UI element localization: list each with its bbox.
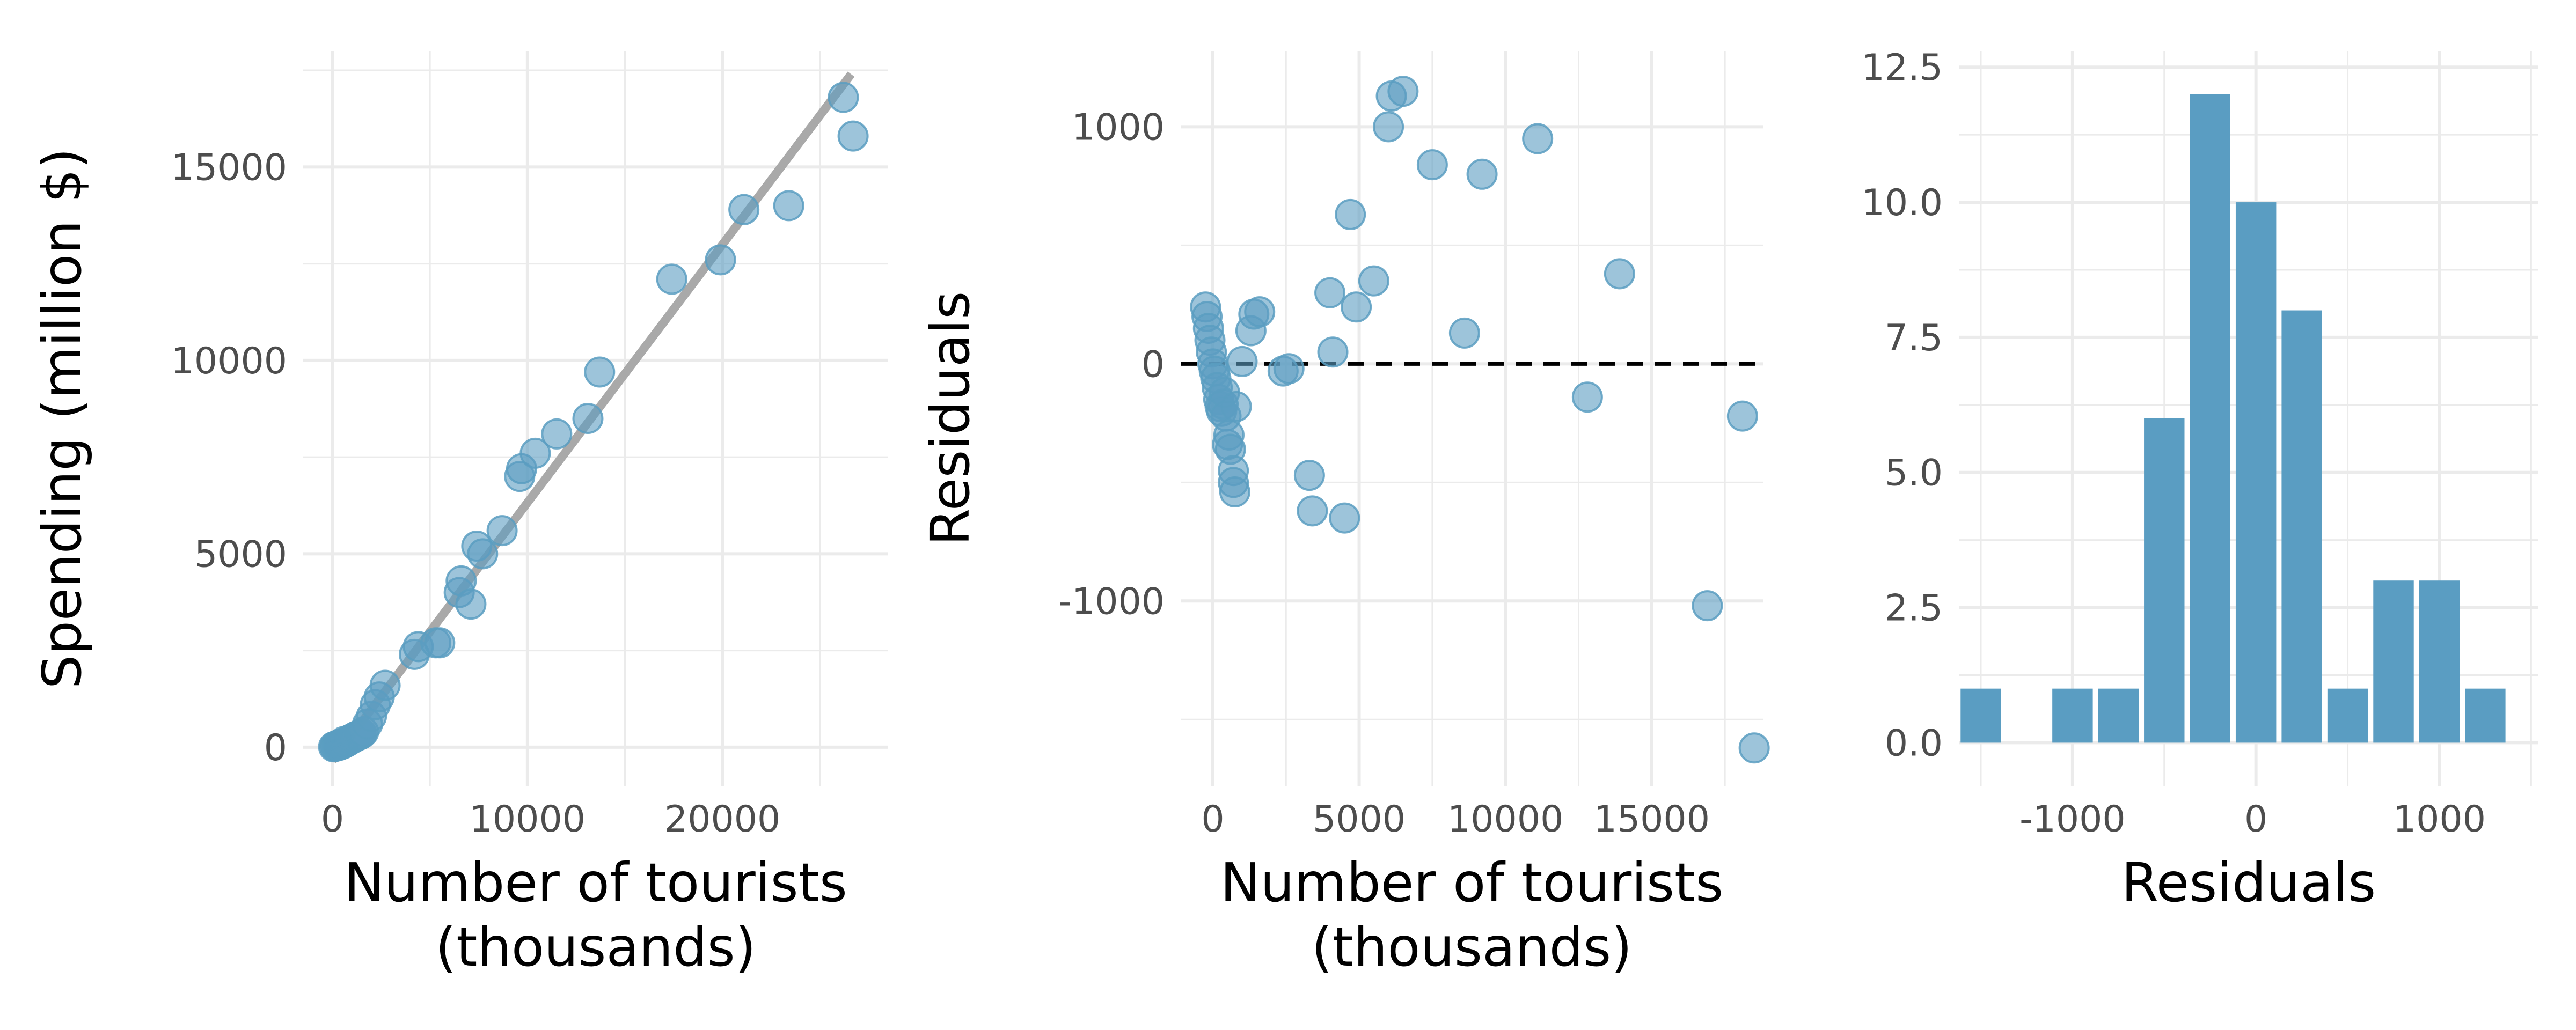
scatter-spending-panel: 0 10000 20000 0 5000 10000 15000 Number of tour… bbox=[31, 51, 888, 979]
data-point bbox=[1314, 277, 1346, 308]
y-tick-label: 1000 bbox=[1072, 106, 1165, 149]
x-tick-label: 0 bbox=[1201, 798, 1224, 841]
data-point bbox=[572, 403, 604, 434]
y-tick-label: 0 bbox=[264, 727, 287, 769]
data-point bbox=[705, 244, 736, 276]
data-point bbox=[1692, 590, 1723, 622]
data-point bbox=[773, 190, 804, 222]
x-axis-title: Residuals bbox=[2121, 851, 2376, 914]
data-point bbox=[1297, 495, 1328, 527]
data-point bbox=[541, 418, 573, 450]
data-point bbox=[1244, 296, 1276, 328]
x-tick-label: 1000 bbox=[2393, 798, 2486, 841]
data-point bbox=[656, 263, 687, 295]
histogram-bar bbox=[2465, 688, 2506, 743]
y-axis-title: Residuals bbox=[919, 291, 982, 546]
data-point bbox=[369, 670, 401, 701]
x-axis-title: Number of tourists bbox=[344, 851, 847, 914]
histogram-bar bbox=[2327, 688, 2368, 743]
data-point bbox=[1273, 353, 1305, 385]
data-point bbox=[728, 194, 760, 225]
histogram-bar bbox=[1960, 688, 2001, 743]
histogram-bar bbox=[2190, 94, 2230, 743]
x-tick-label: -1000 bbox=[2019, 798, 2126, 841]
y-tick-label: 5000 bbox=[194, 533, 287, 576]
y-tick-label: 2.5 bbox=[1885, 587, 1943, 630]
data-point bbox=[1604, 258, 1635, 290]
histogram-bar bbox=[2144, 418, 2185, 743]
x-tick-label: 0 bbox=[2244, 798, 2267, 841]
y-tick-label: 10.0 bbox=[1862, 182, 1943, 224]
y-axis-title: Spending (million $) bbox=[31, 148, 93, 689]
data-point bbox=[1219, 476, 1250, 507]
histogram-bar bbox=[2235, 202, 2277, 743]
x-tick-label: 5000 bbox=[1313, 798, 1406, 841]
data-point bbox=[1466, 158, 1498, 190]
x-tick-label: 15000 bbox=[1594, 798, 1710, 841]
data-point bbox=[1293, 460, 1325, 491]
data-point bbox=[1220, 391, 1252, 422]
data-point bbox=[1571, 381, 1603, 413]
data-point bbox=[584, 356, 616, 388]
x-axis-title: Number of tourists bbox=[1220, 851, 1724, 914]
data-point bbox=[455, 588, 487, 620]
y-tick-label: 12.5 bbox=[1862, 47, 1943, 89]
histogram-bar bbox=[2281, 310, 2322, 743]
data-point bbox=[1448, 317, 1480, 349]
histogram-bar bbox=[2098, 688, 2139, 743]
data-point bbox=[1726, 400, 1758, 432]
data-point bbox=[1358, 265, 1389, 297]
data-point bbox=[1317, 336, 1349, 368]
data-point bbox=[424, 627, 456, 659]
x-tick-label: 0 bbox=[321, 798, 344, 841]
residual-plot-panel: 0 5000 10000 15000 -1000 0 1000 Number of touri… bbox=[919, 51, 1770, 979]
data-point bbox=[837, 120, 869, 152]
x-axis-title-line-2: (thousands) bbox=[1312, 916, 1633, 979]
data-point bbox=[1341, 291, 1372, 323]
x-axis-title-line-2: (thousands) bbox=[435, 916, 756, 979]
data-point bbox=[1335, 198, 1366, 230]
y-tick-label: 0.0 bbox=[1885, 722, 1943, 764]
data-point bbox=[1738, 732, 1770, 764]
y-tick-label: 15000 bbox=[171, 146, 287, 189]
data-point bbox=[1522, 123, 1554, 154]
y-tick-label: 0 bbox=[1141, 343, 1165, 386]
data-point bbox=[1373, 111, 1404, 143]
histogram-bar bbox=[2373, 580, 2414, 743]
y-tick-label: -1000 bbox=[1058, 580, 1165, 623]
data-point bbox=[828, 82, 859, 113]
x-tick-label: 20000 bbox=[664, 798, 780, 841]
data-point bbox=[519, 437, 551, 469]
data-point bbox=[486, 515, 518, 547]
residual-histogram-panel: -1000 0 1000 0.0 2.5 5.0 7.5 10.0 12.5 Residuals bbox=[1862, 47, 2538, 914]
y-tick-label: 10000 bbox=[171, 340, 287, 382]
histogram-bar bbox=[2052, 688, 2093, 743]
histogram-bar bbox=[2419, 580, 2460, 743]
x-tick-label: 10000 bbox=[1447, 798, 1563, 841]
data-point bbox=[1416, 149, 1448, 181]
x-tick-label: 10000 bbox=[470, 798, 586, 841]
data-point bbox=[1387, 76, 1419, 107]
data-point bbox=[1226, 345, 1258, 377]
data-point bbox=[1329, 502, 1360, 534]
y-tick-label: 7.5 bbox=[1885, 317, 1943, 359]
data-point bbox=[467, 538, 499, 570]
y-tick-label: 5.0 bbox=[1885, 452, 1943, 495]
